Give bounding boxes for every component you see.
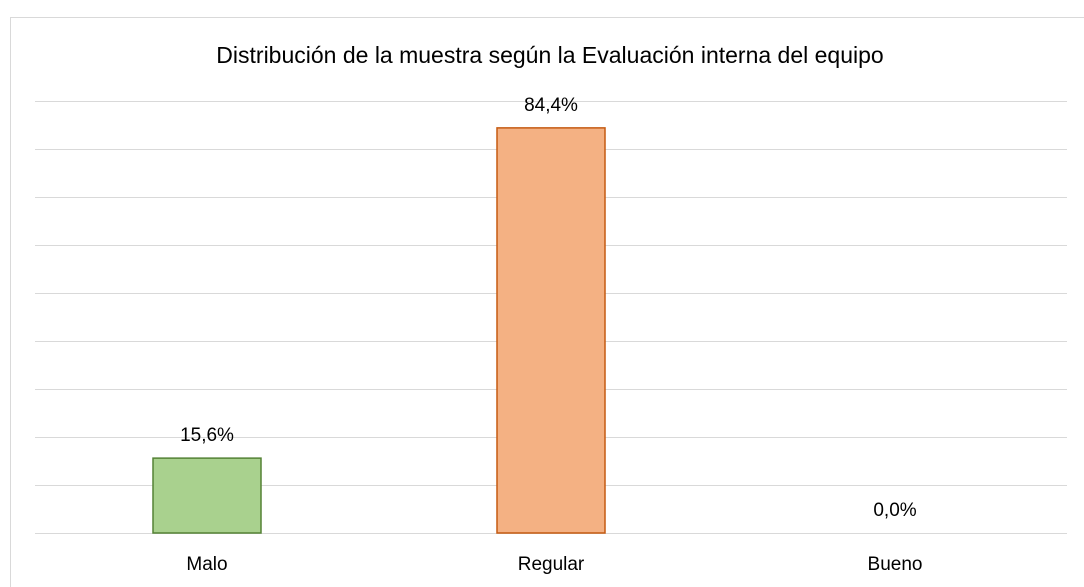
x-tick-label: Regular	[518, 554, 585, 575]
data-label: 15,6%	[180, 425, 234, 446]
bar	[152, 457, 262, 534]
data-label: 0,0%	[873, 500, 916, 521]
x-tick-label: Bueno	[868, 554, 923, 575]
data-label: 84,4%	[524, 95, 578, 116]
bar	[496, 127, 606, 534]
x-tick-label: Malo	[186, 554, 227, 575]
chart-title: Distribución de la muestra según la Eval…	[216, 42, 883, 68]
